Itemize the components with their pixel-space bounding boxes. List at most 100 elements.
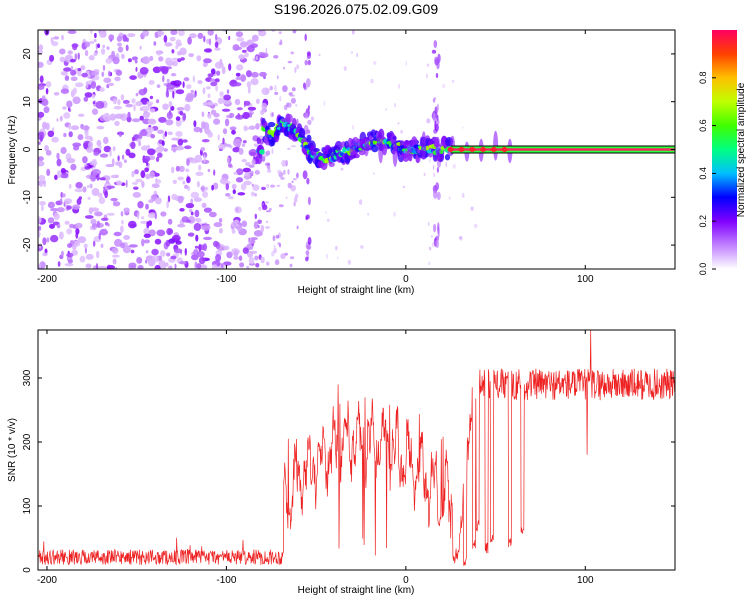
- noise-blob: [238, 255, 243, 261]
- noise-blob: [279, 243, 281, 248]
- noise-blob: [186, 158, 190, 166]
- noise-blob: [77, 52, 80, 60]
- noise-blob: [166, 78, 170, 83]
- noise-blob: [85, 263, 92, 269]
- noise-blob: [244, 52, 249, 58]
- noise-blob: [50, 37, 54, 44]
- colorbar: 0.0 0.2 0.4 0.6 0.8 Normalized spectral ampl…: [698, 30, 747, 275]
- noise-blob: [172, 179, 177, 184]
- noise-blob: [243, 100, 251, 106]
- noise-blob: [245, 162, 251, 166]
- noise-blob: [201, 159, 210, 164]
- noise-blob: [326, 253, 328, 260]
- noise-blob: [143, 155, 151, 162]
- noise-blob: [325, 211, 327, 214]
- noise-blob: [286, 102, 289, 108]
- noise-blob: [41, 98, 49, 106]
- noise-blob: [120, 242, 125, 249]
- noise-blob: [78, 113, 85, 117]
- spectrogram-y-tick-label: 10: [22, 96, 33, 108]
- noise-blob: [277, 169, 282, 174]
- noise-blob: [273, 245, 276, 248]
- noise-blob: [70, 76, 78, 82]
- noise-blob: [200, 185, 206, 193]
- noise-blob: [205, 86, 211, 90]
- noise-blob: [72, 204, 81, 210]
- noise-blob: [196, 55, 202, 62]
- noise-blob: [229, 112, 235, 118]
- noise-blob: [95, 43, 98, 50]
- noise-blob: [185, 203, 195, 209]
- noise-blob: [195, 171, 204, 176]
- noise-blob: [255, 56, 258, 61]
- noise-blob: [242, 111, 250, 120]
- noise-blob: [170, 30, 178, 36]
- noise-blob: [193, 120, 197, 128]
- noise-blob: [428, 261, 430, 266]
- noise-blob: [148, 80, 155, 85]
- snr-y-tick-label: 0: [22, 567, 33, 573]
- noise-blob: [171, 49, 175, 54]
- noise-blob: [182, 81, 185, 88]
- noise-blob: [82, 156, 88, 164]
- noise-blob: [290, 185, 297, 192]
- noise-blob: [64, 201, 70, 205]
- noise-blob: [121, 219, 124, 225]
- noise-blob: [250, 191, 255, 197]
- noise-blob: [278, 31, 282, 34]
- noise-blob: [269, 85, 274, 91]
- noise-blob: [385, 107, 387, 111]
- noise-blob: [90, 207, 100, 212]
- noise-blob: [84, 41, 91, 48]
- tone-halo: [392, 141, 398, 167]
- noise-blob: [229, 126, 237, 131]
- noise-blob: [67, 50, 73, 55]
- stripe-blob: [304, 33, 307, 42]
- spectrogram-y-tick-label: 0: [22, 146, 33, 152]
- noise-blob: [282, 85, 288, 93]
- noise-blob: [99, 31, 105, 38]
- noise-blob: [68, 131, 73, 138]
- tone-halo: [378, 135, 384, 164]
- noise-blob: [235, 177, 244, 183]
- noise-blob: [232, 189, 236, 195]
- tone-halo: [392, 135, 397, 141]
- noise-blob: [95, 263, 99, 269]
- noise-blob: [92, 101, 96, 105]
- noise-blob: [360, 245, 364, 249]
- noise-blob: [67, 107, 70, 112]
- noise-blob: [140, 128, 148, 137]
- noise-blob: [96, 250, 100, 259]
- stripe-blob: [306, 244, 312, 250]
- noise-blob: [175, 131, 183, 137]
- noise-blob: [98, 232, 101, 240]
- noise-blob: [249, 170, 254, 175]
- noise-blob: [279, 39, 283, 45]
- noise-blob: [166, 87, 169, 94]
- noise-blob: [182, 112, 187, 121]
- noise-blob: [134, 169, 139, 175]
- noise-blob: [176, 107, 185, 111]
- noise-blob: [59, 231, 64, 240]
- noise-blob: [163, 148, 168, 152]
- noise-blob: [70, 125, 80, 131]
- noise-blob: [268, 166, 271, 171]
- noise-blob: [134, 60, 138, 64]
- noise-blob: [214, 61, 224, 69]
- noise-blob: [235, 76, 242, 81]
- noise-blob: [194, 209, 200, 218]
- noise-blob: [106, 84, 110, 89]
- stripe-blob: [305, 250, 310, 256]
- noise-blob: [157, 129, 164, 134]
- noise-blob: [77, 236, 87, 244]
- noise-blob: [234, 206, 242, 214]
- noise-blob: [76, 198, 82, 206]
- noise-blob: [114, 76, 121, 82]
- noise-blob: [93, 52, 98, 57]
- noise-blob: [238, 54, 246, 60]
- noise-blob: [107, 70, 111, 77]
- noise-blob: [233, 256, 240, 260]
- noise-blob: [154, 211, 157, 220]
- noise-blob: [431, 242, 434, 248]
- noise-blob: [72, 243, 77, 250]
